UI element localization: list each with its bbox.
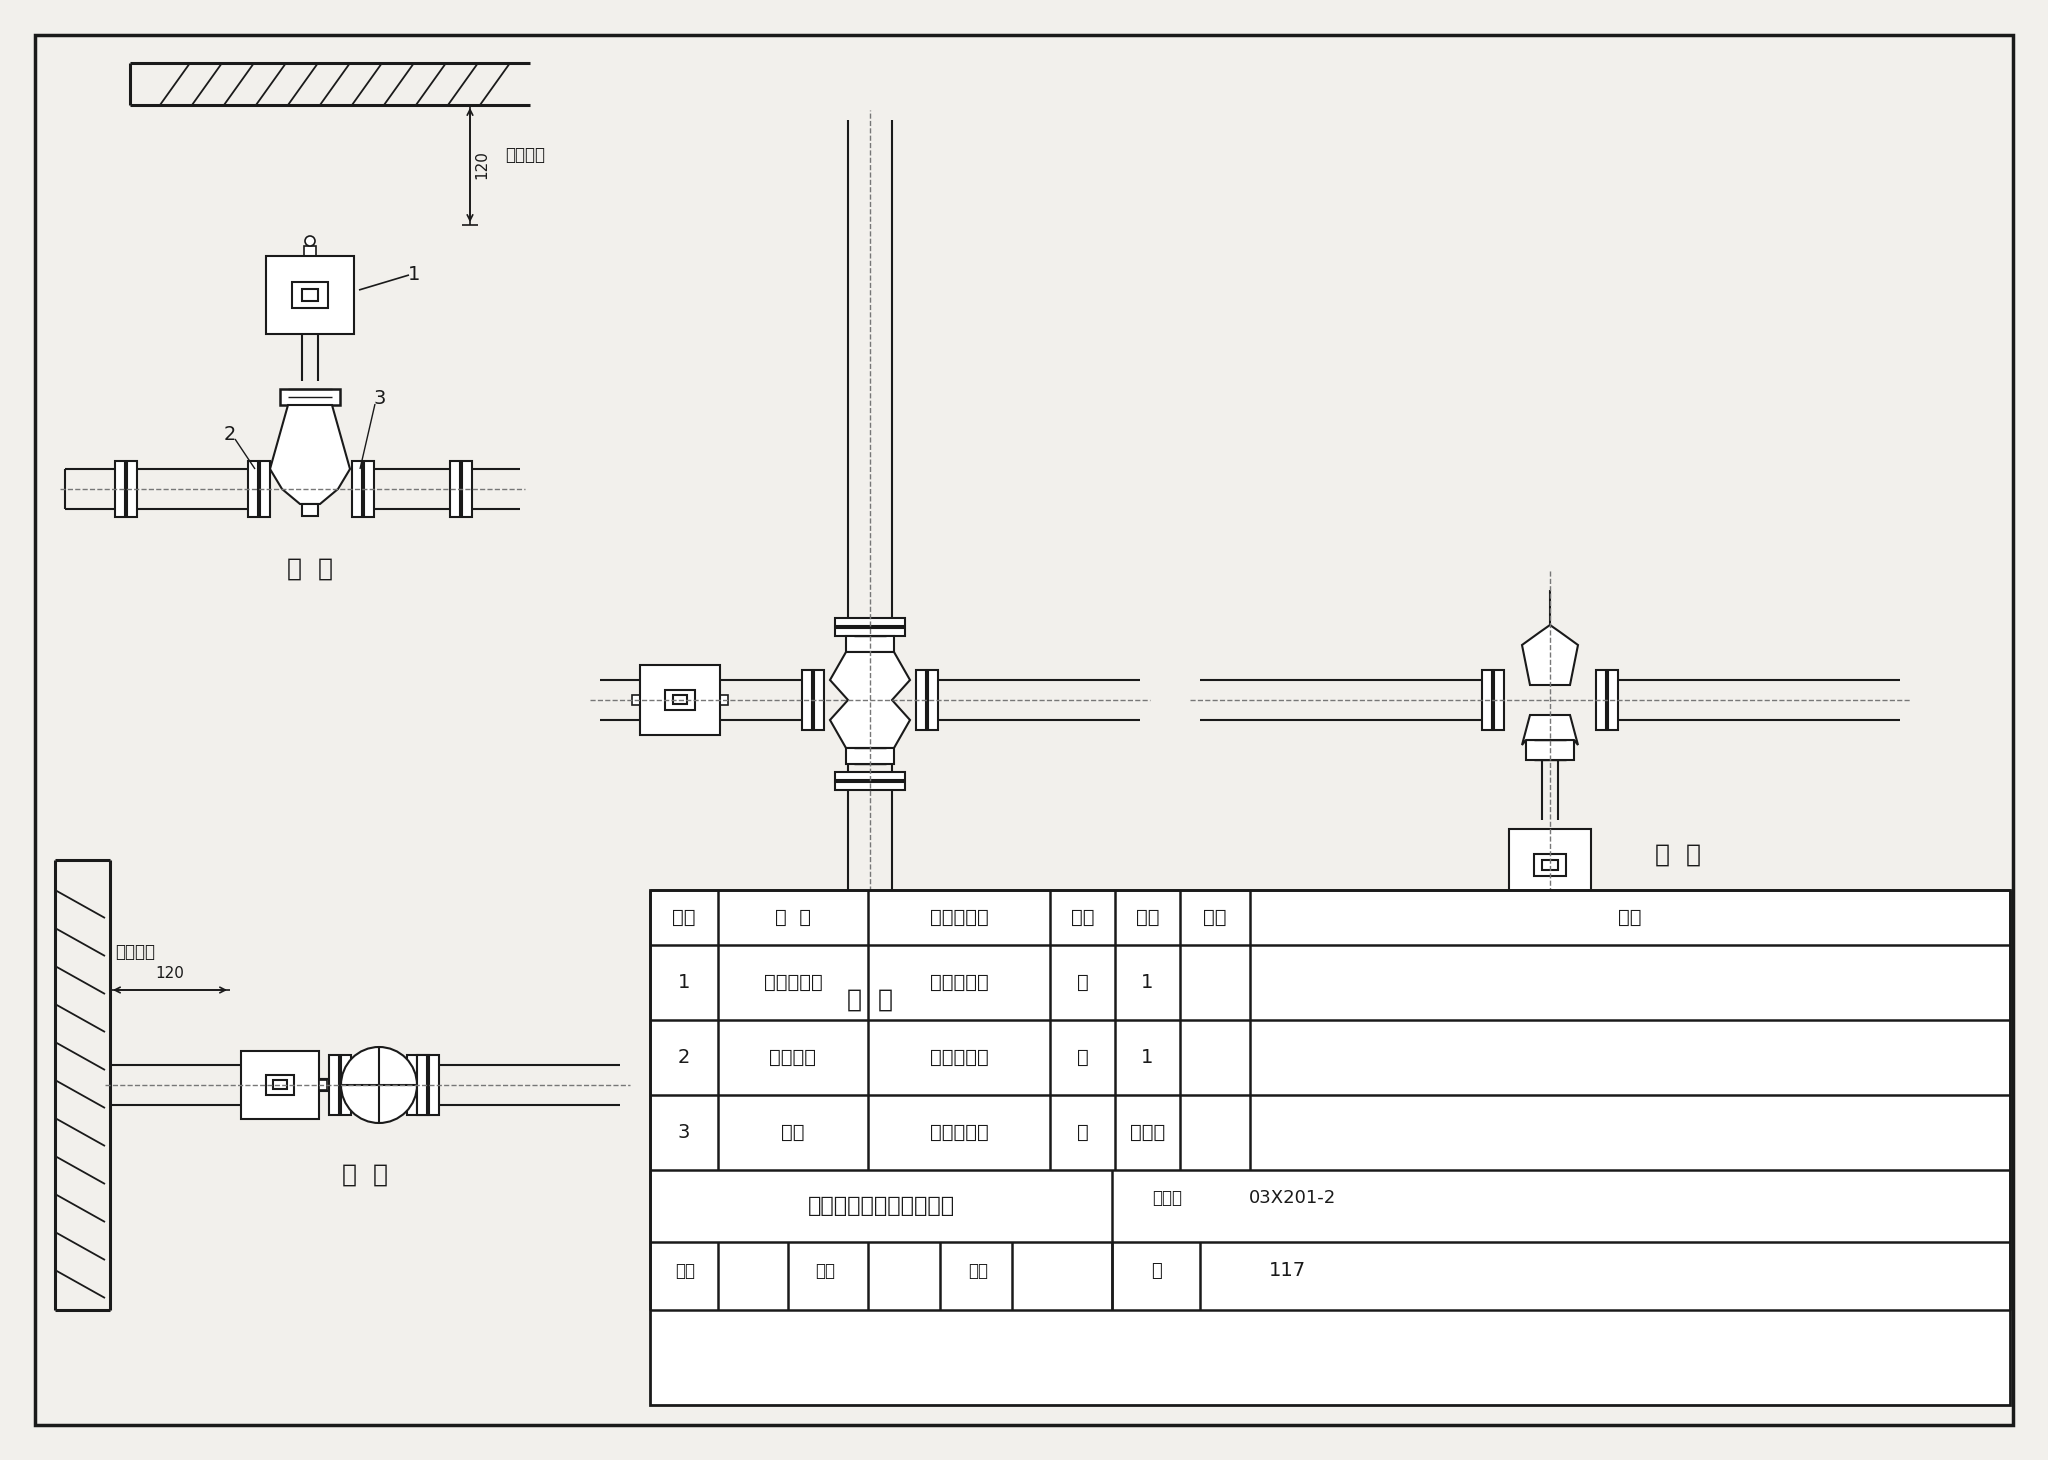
Bar bbox=[293, 282, 328, 308]
Bar bbox=[1493, 670, 1503, 730]
Bar bbox=[420, 1056, 428, 1115]
Text: 正  确: 正 确 bbox=[848, 988, 893, 1012]
Bar bbox=[301, 289, 317, 301]
Bar bbox=[639, 664, 721, 734]
Text: 120: 120 bbox=[475, 150, 489, 180]
Text: 图集号: 图集号 bbox=[1151, 1188, 1182, 1207]
Bar bbox=[721, 695, 727, 705]
Bar bbox=[272, 1080, 287, 1089]
Polygon shape bbox=[1522, 625, 1579, 685]
Bar bbox=[836, 772, 905, 780]
Bar bbox=[836, 628, 905, 637]
Text: 1: 1 bbox=[678, 972, 690, 991]
Text: 3: 3 bbox=[375, 390, 387, 409]
Text: 型号、规格: 型号、规格 bbox=[930, 908, 989, 927]
Text: 校对: 校对 bbox=[815, 1261, 836, 1280]
Bar bbox=[342, 1056, 350, 1115]
Bar bbox=[633, 695, 639, 705]
Text: 审核: 审核 bbox=[676, 1261, 694, 1280]
Bar bbox=[303, 245, 315, 255]
Bar bbox=[451, 461, 461, 517]
Bar bbox=[428, 1056, 438, 1115]
Text: 120: 120 bbox=[156, 967, 184, 981]
Bar bbox=[1608, 670, 1618, 730]
Text: 见工程设计: 见工程设计 bbox=[930, 1123, 989, 1142]
Bar bbox=[1542, 860, 1559, 870]
Text: 错  误: 错 误 bbox=[1655, 842, 1702, 867]
Circle shape bbox=[342, 1047, 418, 1123]
Bar bbox=[1595, 670, 1606, 730]
Text: 页: 页 bbox=[1151, 1261, 1163, 1280]
Bar bbox=[248, 461, 258, 517]
Bar bbox=[674, 695, 686, 704]
Text: 正  确: 正 确 bbox=[287, 558, 334, 581]
Bar bbox=[330, 1056, 340, 1115]
Bar bbox=[1509, 829, 1591, 901]
Polygon shape bbox=[829, 653, 909, 748]
Text: 拆装距离: 拆装距离 bbox=[115, 943, 156, 961]
Circle shape bbox=[305, 237, 315, 245]
Bar bbox=[928, 670, 938, 730]
Text: 正  确: 正 确 bbox=[342, 1164, 387, 1187]
Text: 二通阀体: 二通阀体 bbox=[770, 1048, 817, 1067]
Bar bbox=[813, 670, 823, 730]
Bar bbox=[319, 1080, 328, 1091]
Text: 数量: 数量 bbox=[1137, 908, 1159, 927]
Bar bbox=[266, 255, 354, 334]
Text: 阀门执行器正确安装方式: 阀门执行器正确安装方式 bbox=[807, 1196, 954, 1216]
Bar bbox=[915, 670, 926, 730]
Bar bbox=[242, 1051, 319, 1118]
Text: 2: 2 bbox=[223, 425, 236, 444]
Text: 管道: 管道 bbox=[780, 1123, 805, 1142]
Text: 2: 2 bbox=[678, 1048, 690, 1067]
Text: 见工程设计: 见工程设计 bbox=[930, 1048, 989, 1067]
Bar bbox=[836, 783, 905, 790]
Text: 阀门执行器: 阀门执行器 bbox=[764, 972, 823, 991]
Text: 03X201-2: 03X201-2 bbox=[1249, 1188, 1335, 1207]
Bar bbox=[1483, 670, 1493, 730]
Text: 1: 1 bbox=[1141, 972, 1153, 991]
Bar bbox=[352, 461, 362, 517]
Bar bbox=[301, 504, 317, 515]
Bar bbox=[365, 461, 375, 517]
Bar bbox=[1534, 854, 1567, 876]
Bar bbox=[846, 748, 895, 764]
Bar bbox=[408, 1056, 418, 1115]
Bar bbox=[115, 461, 125, 517]
Polygon shape bbox=[1522, 715, 1579, 745]
Text: 台: 台 bbox=[1077, 972, 1087, 991]
Text: 页次: 页次 bbox=[1204, 908, 1227, 927]
Bar bbox=[1526, 740, 1575, 761]
Text: 3: 3 bbox=[678, 1123, 690, 1142]
Text: 拆装距离: 拆装距离 bbox=[506, 146, 545, 164]
Bar bbox=[846, 637, 895, 653]
Bar bbox=[666, 691, 694, 710]
Bar bbox=[1542, 901, 1559, 911]
Text: 单位: 单位 bbox=[1071, 908, 1094, 927]
Bar bbox=[260, 461, 270, 517]
Bar bbox=[127, 461, 137, 517]
Text: 117: 117 bbox=[1268, 1261, 1305, 1280]
Bar bbox=[418, 1056, 426, 1115]
Text: 米: 米 bbox=[1077, 1123, 1087, 1142]
Bar bbox=[281, 388, 340, 404]
Text: 1: 1 bbox=[408, 266, 420, 285]
Bar bbox=[803, 670, 811, 730]
Bar bbox=[836, 618, 905, 626]
Text: 台: 台 bbox=[1077, 1048, 1087, 1067]
Bar bbox=[266, 1075, 295, 1095]
Text: 1: 1 bbox=[1141, 1048, 1153, 1067]
Text: 序号: 序号 bbox=[672, 908, 696, 927]
Text: 备注: 备注 bbox=[1618, 908, 1642, 927]
Bar bbox=[463, 461, 471, 517]
Text: 名  称: 名 称 bbox=[774, 908, 811, 927]
Bar bbox=[649, 891, 2009, 1405]
Text: 设计: 设计 bbox=[969, 1261, 987, 1280]
Text: 见设计: 见设计 bbox=[1130, 1123, 1165, 1142]
Polygon shape bbox=[270, 404, 350, 504]
Text: 见工程设计: 见工程设计 bbox=[930, 972, 989, 991]
